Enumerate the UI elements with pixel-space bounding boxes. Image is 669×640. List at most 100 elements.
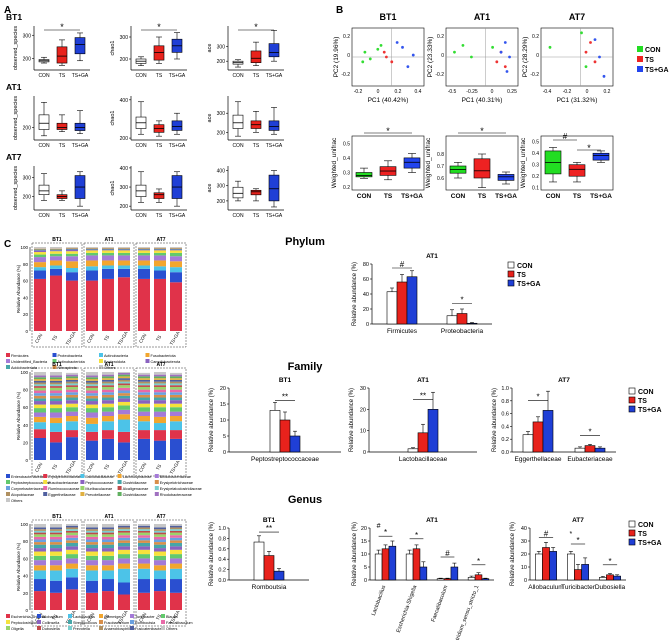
bar-ts xyxy=(474,574,483,581)
sig-mark: # xyxy=(445,549,450,558)
x-tick-label: -0.2 xyxy=(354,89,363,95)
legend-swatch xyxy=(154,492,159,496)
stack-segment-rhodobacteraceae xyxy=(138,374,150,377)
sig-mark: * xyxy=(415,531,418,540)
stack-segment-erysipelotrichaceae xyxy=(102,394,114,398)
stack-segment-bifidobacteriaceae xyxy=(50,412,62,418)
x-tick-label: TS+GA xyxy=(65,460,77,475)
stack-segment-allobaculum xyxy=(86,580,98,593)
stack-segment-clostridiaceae xyxy=(34,377,46,380)
y-axis-label: Weighted_unifrac xyxy=(520,137,527,188)
x-tick-label: CON xyxy=(135,73,147,79)
plot-title: AT7 xyxy=(558,377,570,384)
stack-segment-fusobacterium xyxy=(154,542,166,545)
stack-segment-fusicatenibacter xyxy=(34,527,46,530)
legend-family: CON TS TS+GA xyxy=(628,387,662,414)
stack-segment-lactobacillus xyxy=(138,568,150,580)
stack-segment-atopobiaceae xyxy=(66,381,78,384)
stack-segment-corynebacteriaceae xyxy=(66,392,78,395)
pcoa-plot-bt1: BT1 -0.2 0 0.2 0.4 0.2 0 -0.2 PC1 (40.42%) PC2 (1… xyxy=(333,12,425,104)
stack-segment-prevotella xyxy=(138,529,150,531)
stack-segment-eggerthellaceae xyxy=(66,379,78,382)
stack-segment-proteobacteria xyxy=(86,270,98,281)
stack-segment-dubosiella xyxy=(170,530,182,533)
y-tick-label: 0.2 xyxy=(501,437,509,443)
y-tick-label: 40 xyxy=(23,295,29,300)
legend-label: Corynebacteriaceae xyxy=(11,487,45,491)
legend-label: Lactobacillus xyxy=(73,615,95,619)
stack-segment-ruminococcaceae xyxy=(34,390,46,394)
stack-segment-lactobacillus xyxy=(102,570,114,580)
legend-label: Allobaculum xyxy=(42,615,63,619)
y-tick-label: 20 xyxy=(220,386,226,392)
x-tick-label: TS xyxy=(155,614,162,621)
stack-segment-nitrospirota xyxy=(50,248,62,250)
sig-hash: # xyxy=(563,132,568,141)
x-tick-label: CON xyxy=(34,333,43,344)
pcoa-point-blue xyxy=(602,74,606,78)
x-axis-label: PC1 (40.42%) xyxy=(368,97,409,104)
x-tick-label: -0.2 xyxy=(563,89,572,95)
stack-segment-acidobacteriota xyxy=(102,248,114,250)
stack-segment-acidobacteriota xyxy=(154,248,166,250)
box-con xyxy=(232,186,244,199)
stack-segment-fusobacterium xyxy=(66,540,78,543)
legend-label: Prevotellaceae xyxy=(85,493,110,497)
stack-segment-peptococcaceae xyxy=(86,401,98,405)
y-axis-label: Relative abundance (%) xyxy=(349,388,355,452)
row-label-at1: AT1 xyxy=(6,82,22,92)
bar-tsga xyxy=(388,545,397,581)
stack-segment-streptococcus xyxy=(86,544,98,549)
legend-label: Erysipelotrichaceae xyxy=(48,475,81,479)
legend-label: Others xyxy=(166,627,177,631)
legend-label: Erysipelotrichaceae xyxy=(160,481,193,485)
legend-swatch xyxy=(161,626,165,630)
stack-segment-erysipelotrichaceae xyxy=(154,430,166,441)
box-ts xyxy=(250,50,262,63)
stack-segment-eggerthellaceae xyxy=(170,379,182,382)
x-tick-label: -0.4 xyxy=(543,89,552,95)
bar-con xyxy=(405,553,414,581)
x-tick-label: CON xyxy=(135,143,147,149)
x-tick-label: TS+GA xyxy=(169,331,181,346)
stack-segment-dubosiella xyxy=(138,530,150,533)
y-axis-label: PC2 (28.29%) xyxy=(522,37,529,78)
y-tick-label: 30 xyxy=(360,386,366,392)
stack-segment-eggerthellaceae xyxy=(154,379,166,382)
x-tick-label: TS+GA xyxy=(590,193,612,200)
legend-label: Actinobacteriota xyxy=(58,360,86,364)
stack-segment-prevotellaceae xyxy=(154,378,166,380)
y-tick-label: 0 xyxy=(347,53,350,59)
y-tick-label: -0.2 xyxy=(530,72,539,78)
stack-segment-atopobiaceae xyxy=(138,381,150,384)
bar-ts xyxy=(542,547,550,581)
group-label: AT1 xyxy=(104,237,113,243)
group-box-at1 xyxy=(83,242,135,348)
stack-segment-erysipelotrichaceae xyxy=(170,430,182,439)
stack-segment-clostridiaceae xyxy=(170,376,182,379)
y-tick-label: 40 xyxy=(521,526,527,532)
stack-segment-lactobacillus xyxy=(118,568,130,583)
legend-swatch-tsga xyxy=(637,66,643,72)
stack-segment-escherichia-shigella xyxy=(154,591,166,610)
stack-segment-unidentified-bacteria xyxy=(102,255,114,261)
stack-segment-bacteroidota xyxy=(170,250,182,253)
legend-swatch xyxy=(154,474,159,478)
stack-segment-enterobacteriaceae xyxy=(138,438,150,460)
stack-segment-peptostreptococcaceae xyxy=(102,407,114,412)
stack-segment-peptoclostridium xyxy=(118,549,130,555)
legend-swatch xyxy=(99,614,103,618)
y-axis-label: ace xyxy=(207,114,213,123)
y-tick-label: 400 xyxy=(120,166,129,172)
box-ts xyxy=(56,46,68,64)
stack-segment-oligella xyxy=(50,534,62,537)
stack-segment-gemmiger xyxy=(34,565,46,571)
stack-segment-bacteroidota xyxy=(34,252,46,255)
legend-swatch-ts xyxy=(507,270,515,278)
y-tick-label: 300 xyxy=(217,111,226,117)
stack-segment-prevotellaceae xyxy=(86,379,98,381)
stack-segment-collinsella xyxy=(66,546,78,550)
stack-segment-rhodobacteraceae xyxy=(50,375,62,378)
x-tick-label: TS+GA xyxy=(495,193,517,200)
legend-swatch xyxy=(130,614,134,618)
